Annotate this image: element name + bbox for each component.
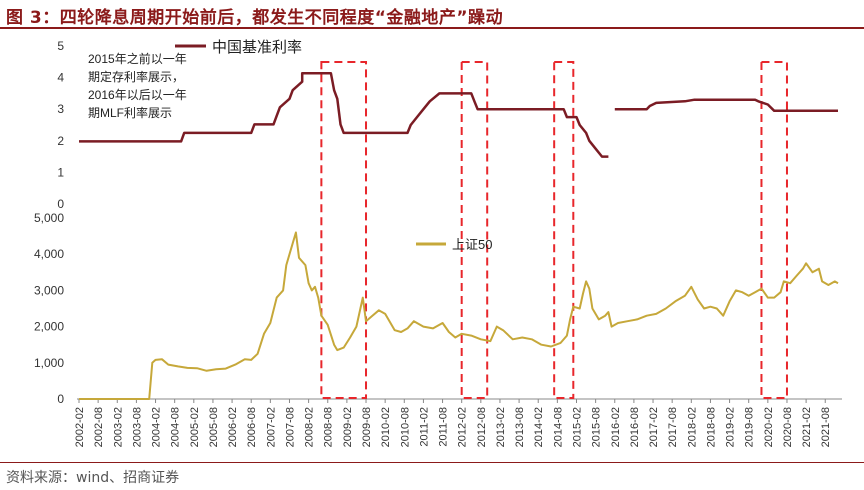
x-tick-label: 2003-08 (131, 407, 143, 447)
x-tick-label: 2018-02 (686, 407, 698, 447)
rate-annotation-line: 期MLF利率展示 (88, 105, 172, 120)
x-tick-label: 2013-08 (514, 407, 526, 447)
title-underline (0, 27, 864, 29)
highlight-period-box (460, 61, 489, 399)
x-tick-label: 2002-08 (93, 407, 105, 447)
index-y-tick-label: 0 (57, 392, 64, 406)
x-tick-label: 2017-02 (648, 407, 660, 447)
x-tick-label: 2009-02 (342, 407, 354, 447)
x-tick-label: 2004-02 (151, 407, 163, 447)
highlight-period-box (760, 61, 788, 399)
x-tick-label: 2016-02 (610, 407, 622, 447)
rate-annotation-line: 2016年以后以一年 (88, 88, 187, 102)
x-tick-label: 2018-08 (705, 407, 717, 447)
figure-title: 图 3：四轮降息周期开始前后，都发生不同程度“金融地产”躁动 (6, 8, 504, 28)
rate-y-tick-label: 4 (57, 71, 64, 85)
index-y-tick-label: 3,000 (34, 283, 64, 297)
x-tick-label: 2011-02 (418, 407, 430, 447)
index-y-tick-label: 5,000 (34, 211, 64, 225)
rate-series-line (79, 71, 609, 158)
x-tick-label: 2007-08 (284, 407, 296, 447)
x-tick-label: 2008-02 (304, 407, 316, 447)
x-tick-label: 2015-08 (591, 407, 603, 447)
x-tick-label: 2019-08 (744, 407, 756, 447)
x-tick-label: 2013-02 (495, 407, 507, 447)
x-tick-label: 2020-02 (763, 407, 775, 447)
chart-canvas: 0 1 2 3 4 5 0 1,000 2,000 3,000 4,000 5,000 2002-02 2… (34, 39, 842, 447)
x-tick-label: 2014-02 (533, 407, 545, 447)
x-tick-label: 2009-08 (361, 407, 373, 447)
rate-annotation-line: 2015年之前以一年 (88, 51, 187, 66)
x-tick-label: 2004-08 (170, 407, 182, 447)
source-note: 资料来源：wind、招商证券 (6, 470, 180, 486)
x-tick-label: 2012-02 (457, 407, 469, 447)
x-tick-label: 2002-02 (74, 407, 86, 447)
x-tick-label: 2003-02 (112, 407, 124, 447)
index-legend-label: 上证50 (452, 237, 492, 252)
rate-y-tick-label: 5 (57, 39, 64, 53)
rate-annotation-line: 期定存利率展示， (88, 69, 184, 84)
rate-y-tick-label: 1 (57, 165, 64, 179)
bottom-divider (0, 462, 864, 463)
x-tick-label: 2015-02 (571, 407, 583, 447)
x-tick-label: 2007-02 (265, 407, 277, 447)
x-tick-label: 2006-08 (246, 407, 258, 447)
highlight-period-box (553, 61, 575, 399)
x-tick-label: 2006-02 (227, 407, 239, 447)
index-y-tick-label: 2,000 (34, 320, 64, 334)
rate-legend-label: 中国基准利率 (212, 39, 302, 56)
x-tick-label: 2016-08 (629, 407, 641, 447)
index-y-tick-label: 1,000 (34, 356, 64, 370)
x-tick-label: 2021-08 (820, 407, 832, 447)
x-tick-label: 2017-08 (667, 407, 679, 447)
x-tick-label: 2005-02 (189, 407, 201, 447)
highlight-period-box (320, 61, 368, 399)
index-y-tick-label: 4,000 (34, 247, 64, 261)
x-tick-label: 2008-08 (323, 407, 335, 447)
rate-y-tick-label: 2 (57, 134, 64, 148)
x-tick-label: 2010-08 (399, 407, 411, 447)
x-tick-label: 2012-08 (476, 407, 488, 447)
rate-series-line (614, 98, 838, 113)
x-tick-label: 2020-08 (782, 407, 794, 447)
x-tick-label: 2021-02 (801, 407, 813, 447)
x-tick-label: 2014-08 (552, 407, 564, 447)
index-series-line (79, 231, 839, 400)
x-tick-label: 2010-02 (380, 407, 392, 447)
x-tick-label: 2019-02 (725, 407, 737, 447)
rate-y-tick-label: 0 (57, 197, 64, 211)
rate-y-tick-label: 3 (57, 102, 64, 116)
x-tick-label: 2011-08 (438, 407, 450, 447)
x-tick-label: 2005-08 (208, 407, 220, 447)
